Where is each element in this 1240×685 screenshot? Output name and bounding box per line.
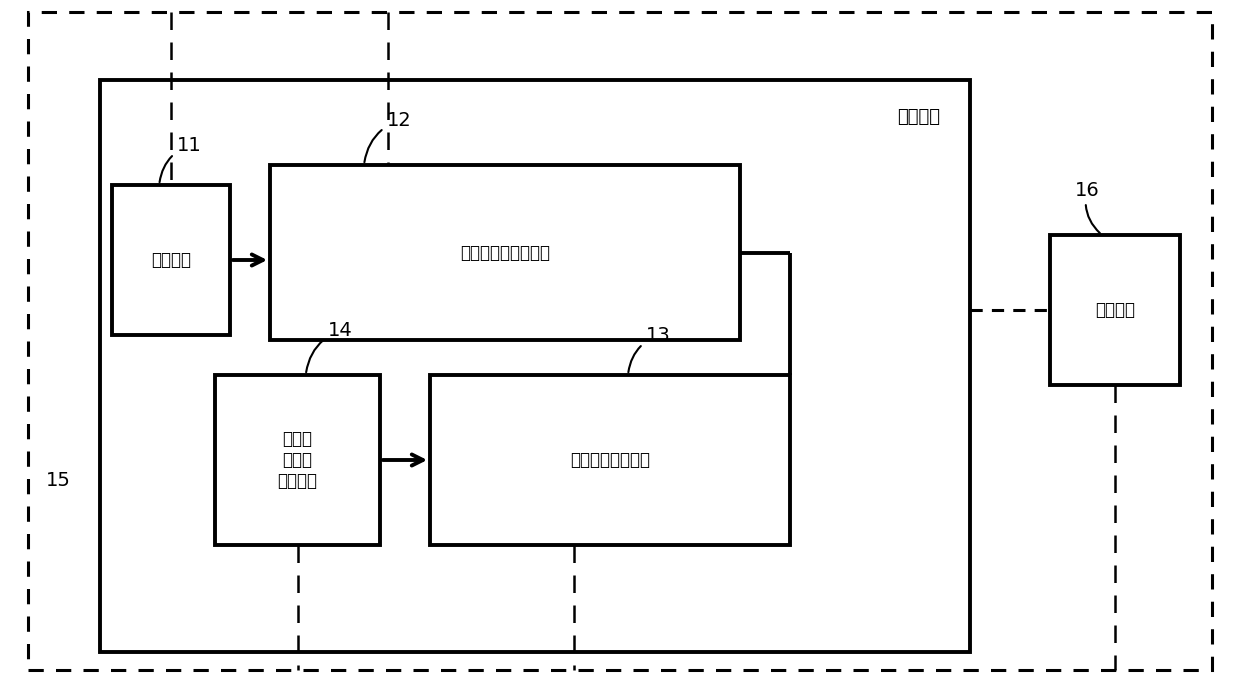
Text: 除水装置: 除水装置 [151, 251, 191, 269]
Bar [430, 375, 790, 545]
Bar [100, 80, 970, 652]
Text: 15: 15 [46, 471, 71, 490]
Bar [215, 375, 379, 545]
Text: 气相色谱分离装置: 气相色谱分离装置 [570, 451, 650, 469]
Bar [270, 165, 740, 340]
Text: 12: 12 [365, 110, 412, 162]
Text: 海绵馒高温吸附装置: 海绵馒高温吸附装置 [460, 243, 551, 262]
Bar [1050, 235, 1180, 385]
Text: 16: 16 [1075, 181, 1100, 233]
Text: 13: 13 [629, 325, 671, 372]
Text: 11: 11 [160, 136, 202, 182]
Text: 真空装置: 真空装置 [897, 108, 940, 126]
Text: 14: 14 [306, 321, 353, 372]
Text: 惰性气
体收集
测量装置: 惰性气 体收集 测量装置 [278, 430, 317, 490]
Text: 控制装置: 控制装置 [1095, 301, 1135, 319]
Bar [112, 185, 229, 335]
